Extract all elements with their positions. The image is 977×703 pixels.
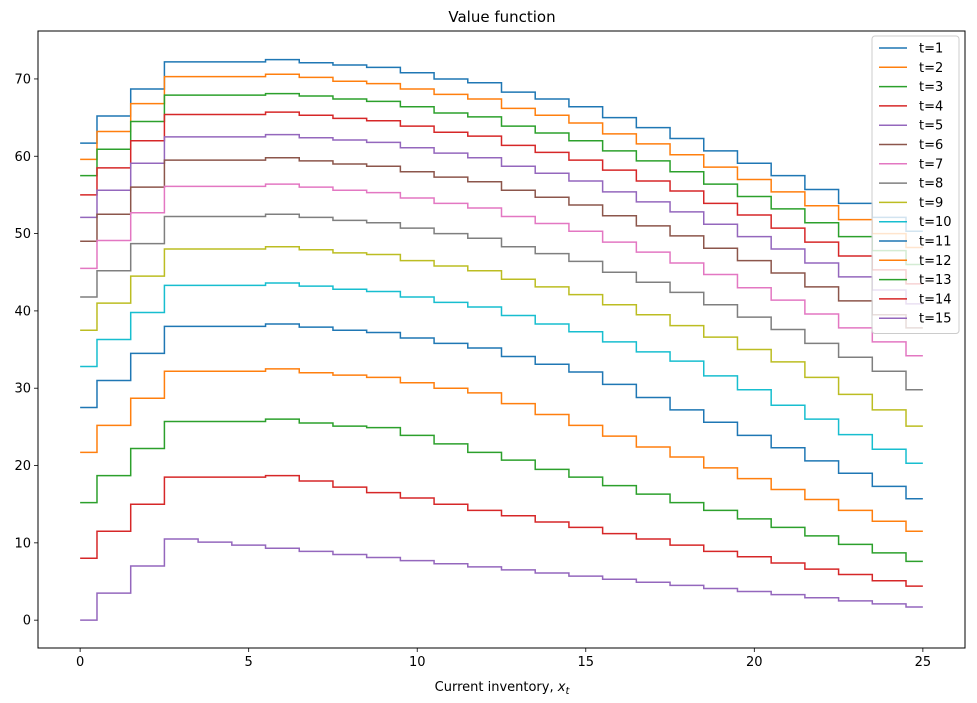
- series-line-t5: [80, 133, 923, 305]
- series-line-t12: [80, 368, 923, 532]
- y-tick-label: 60: [14, 150, 31, 165]
- series-line-t7: [80, 183, 923, 357]
- legend-label: t=6: [919, 138, 943, 153]
- x-axis-label: Current inventory, xt: [435, 680, 571, 697]
- series-line-t6: [80, 157, 923, 329]
- y-tick-label: 10: [14, 536, 31, 551]
- y-tick-label: 50: [14, 227, 31, 242]
- x-tick-label: 25: [915, 655, 932, 670]
- legend-label: t=11: [919, 235, 952, 250]
- chart-title: Value function: [448, 8, 555, 26]
- y-tick-label: 30: [14, 382, 31, 397]
- legend-label: t=9: [919, 196, 943, 211]
- series-line-t9: [80, 245, 923, 427]
- series-line-t8: [80, 213, 923, 391]
- series-line-t14: [80, 474, 923, 587]
- x-tick-label: 15: [577, 655, 594, 670]
- x-tick-label: 20: [746, 655, 763, 670]
- x-tick-label: 5: [245, 655, 253, 670]
- series-line-t11: [80, 323, 923, 500]
- x-tick-label: 10: [409, 655, 426, 670]
- series-line-t3: [80, 92, 923, 266]
- legend-label: t=3: [919, 80, 943, 95]
- legend-label: t=14: [919, 292, 952, 307]
- y-tick-label: 40: [14, 304, 31, 319]
- y-tick-label: 70: [14, 72, 31, 87]
- legend-label: t=15: [919, 312, 952, 327]
- x-tick-label: 0: [76, 655, 84, 670]
- legend: t=1 t=2 t=3 t=4 t=5 t=6 t=7 t=8 t=9 t=10 t=11 t=12 t…: [871, 35, 960, 334]
- series-line-t4: [80, 111, 923, 285]
- legend-box: [871, 35, 960, 334]
- plot-frame: [37, 30, 966, 649]
- legend-label: t=1: [919, 42, 943, 57]
- series-line-t13: [80, 418, 923, 563]
- legend-label: t=5: [919, 119, 943, 134]
- legend-label: t=10: [919, 215, 952, 230]
- series-line-t10: [80, 282, 923, 464]
- legend-label: t=7: [919, 157, 943, 172]
- legend-label: t=12: [919, 254, 952, 269]
- y-tick-label: 0: [23, 614, 31, 629]
- series-line-t1: [80, 58, 923, 232]
- legend-label: t=8: [919, 177, 943, 192]
- y-axis-ticks: 0 10 20 30 40 50 60 70: [14, 72, 38, 629]
- legend-label: t=13: [919, 273, 952, 288]
- y-tick-label: 20: [14, 459, 31, 474]
- legend-label: t=4: [919, 99, 943, 114]
- series-line-t15: [80, 538, 923, 621]
- x-axis-ticks: 0 5 10 15 20 25: [76, 648, 931, 670]
- series-line-t2: [80, 73, 923, 249]
- legend-label: t=2: [919, 61, 943, 76]
- series-layer: [80, 58, 923, 621]
